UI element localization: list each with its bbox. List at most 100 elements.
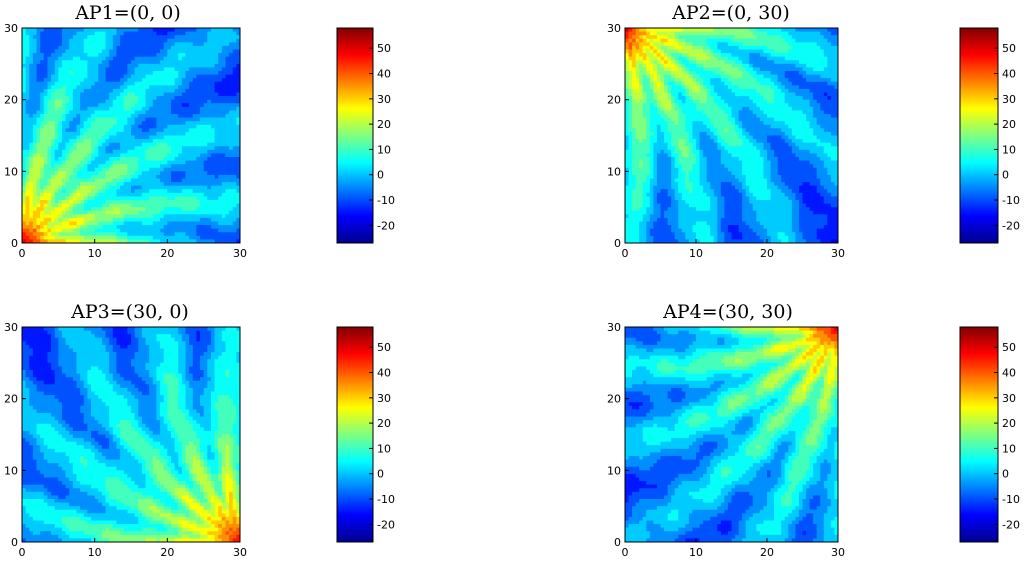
heatmap-cell <box>196 100 200 104</box>
heatmap-cell <box>153 96 157 100</box>
y-tick-label: 30 <box>4 22 18 35</box>
heatmap-cell <box>22 53 26 57</box>
heatmap-cell <box>625 67 629 71</box>
heatmap-cell <box>167 28 171 32</box>
heatmap-cell <box>138 232 142 236</box>
heatmap-cell <box>639 64 643 68</box>
heatmap-cell <box>218 100 222 104</box>
heatmap-cell <box>696 57 700 61</box>
heatmap-cell <box>164 35 168 39</box>
heatmap-cell <box>69 78 73 82</box>
heatmap-cell <box>66 82 70 86</box>
heatmap-cell <box>69 139 73 143</box>
heatmap-cell <box>62 78 66 82</box>
heatmap-cell <box>707 71 711 75</box>
heatmap-cell <box>629 57 633 61</box>
heatmap-cell <box>827 32 831 36</box>
heatmap-cell <box>671 28 675 32</box>
heatmap-cell <box>671 93 675 97</box>
heatmap-cell <box>66 229 70 233</box>
heatmap-cell <box>827 42 831 46</box>
heatmap-cell <box>827 93 831 97</box>
heatmap-cell <box>728 89 732 93</box>
heatmap-cell <box>62 100 66 104</box>
heatmap-cell <box>682 96 686 100</box>
heatmap-cell <box>632 82 636 86</box>
heatmap-cell <box>629 60 633 64</box>
heatmap-cell <box>153 139 157 143</box>
heatmap-cell <box>678 96 682 100</box>
heatmap-cell <box>171 121 175 125</box>
heatmap-cell <box>636 67 640 71</box>
heatmap-cell <box>675 93 679 97</box>
heatmap-cell <box>661 96 665 100</box>
heatmap-cell <box>189 157 193 161</box>
heatmap-cell <box>225 186 229 190</box>
heatmap-cell <box>196 57 200 61</box>
heatmap-cell <box>167 71 171 75</box>
heatmap-cell <box>66 93 70 97</box>
heatmap-cell <box>62 143 66 147</box>
heatmap-cell <box>664 93 668 97</box>
heatmap-cell <box>625 100 629 104</box>
heatmap-cell <box>218 232 222 236</box>
heatmap-cell <box>749 100 753 104</box>
heatmap-cell <box>66 157 70 161</box>
heatmap-cell <box>116 139 120 143</box>
heatmap-cell <box>771 85 775 89</box>
heatmap-cell <box>646 32 650 36</box>
heatmap-cell <box>771 71 775 75</box>
heatmap-cell <box>120 50 124 54</box>
heatmap-cell <box>831 93 835 97</box>
heatmap-cell <box>756 53 760 57</box>
heatmap-cell <box>643 107 647 111</box>
heatmap-cell <box>127 150 131 154</box>
heatmap-cell <box>732 89 736 93</box>
heatmap-cell <box>142 150 146 154</box>
heatmap-cell <box>820 85 824 89</box>
heatmap-cell <box>62 125 66 129</box>
heatmap-cell <box>171 114 175 118</box>
heatmap-cell <box>66 189 70 193</box>
heatmap-cell <box>639 32 643 36</box>
heatmap-cell <box>186 125 190 129</box>
heatmap-cell <box>771 57 775 61</box>
heatmap-cell <box>164 214 168 218</box>
heatmap-cell <box>26 85 30 89</box>
heatmap-cell <box>167 143 171 147</box>
heatmap-cell <box>146 222 150 226</box>
heatmap-cell <box>200 222 204 226</box>
heatmap-cell <box>178 236 182 240</box>
heatmap-cell <box>799 46 803 50</box>
heatmap-cell <box>810 75 814 79</box>
heatmap-cell <box>728 100 732 104</box>
heatmap-cell <box>73 136 77 140</box>
heatmap-cell <box>739 46 743 50</box>
heatmap-cell <box>113 196 117 200</box>
heatmap-cell <box>721 103 725 107</box>
heatmap-cell <box>724 82 728 86</box>
heatmap-cell <box>167 50 171 54</box>
heatmap-cell <box>102 229 106 233</box>
heatmap-cell <box>211 57 215 61</box>
heatmap-cell <box>62 57 66 61</box>
heatmap-cell <box>160 46 164 50</box>
heatmap-cell <box>735 100 739 104</box>
heatmap-cell <box>749 93 753 97</box>
heatmap-cell <box>207 71 211 75</box>
heatmap-cell <box>102 71 106 75</box>
heatmap-cell <box>753 67 757 71</box>
heatmap-cell <box>175 42 179 46</box>
heatmap-cell <box>91 50 95 54</box>
heatmap-cell <box>229 64 233 68</box>
heatmap-cell <box>156 189 160 193</box>
heatmap-cell <box>106 200 110 204</box>
heatmap-cell <box>87 128 91 132</box>
heatmap-cell <box>171 93 175 97</box>
heatmap-cell <box>196 46 200 50</box>
heatmap-cell <box>827 57 831 61</box>
heatmap-cell <box>229 82 233 86</box>
heatmap-cell <box>222 57 226 61</box>
heatmap-cell <box>73 110 77 114</box>
heatmap-cell <box>182 78 186 82</box>
